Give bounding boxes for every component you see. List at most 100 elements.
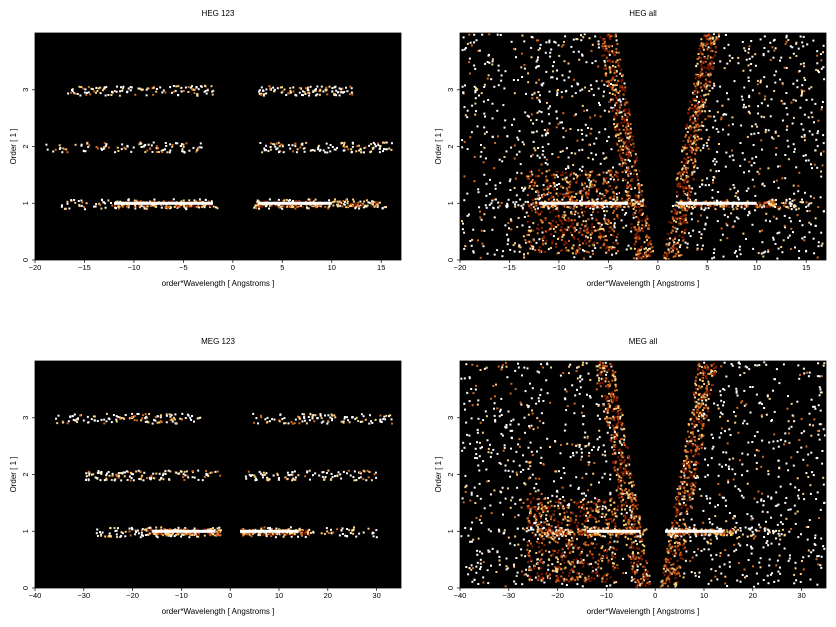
count-pixel [121,143,124,146]
count-pixel [632,199,635,201]
count-pixel [72,418,75,421]
chart-title: MEG 123 [201,337,235,346]
count-pixel [98,471,101,474]
count-pixel [268,478,271,481]
count-pixel [692,162,694,164]
count-pixel [182,204,185,207]
count-pixel [708,184,710,187]
count-pixel [298,204,300,207]
count-pixel [262,89,265,92]
count-pixel [696,129,699,132]
count-pixel [696,107,699,110]
count-pixel [240,528,243,531]
count-pixel [117,476,120,479]
count-pixel [575,38,578,41]
count-pixel [624,108,627,111]
count-pixel [604,189,607,192]
count-pixel [483,126,486,129]
count-pixel [143,528,146,531]
count-pixel [689,107,692,110]
count-pixel [637,223,639,226]
count-pixel [698,137,700,140]
count-pixel [790,208,793,211]
count-pixel [140,476,143,479]
count-pixel [525,92,527,95]
count-pixel [774,131,777,134]
count-pixel [573,226,576,229]
count-pixel [74,419,77,422]
count-pixel [798,257,801,260]
count-pixel [258,90,261,93]
count-pixel [605,247,608,250]
count-pixel [162,478,165,481]
count-pixel [301,413,304,416]
count-pixel [609,206,612,209]
count-pixel [736,537,739,540]
count-pixel [116,536,119,539]
count-pixel [169,143,172,146]
count-pixel [522,235,525,238]
count-pixel [644,205,647,208]
count-pixel [185,205,188,208]
count-pixel [639,249,641,252]
count-pixel [88,474,91,477]
count-pixel [799,373,801,376]
count-pixel [581,233,584,236]
count-pixel [518,150,521,153]
count-pixel [699,44,702,47]
count-pixel [694,140,697,143]
count-pixel [535,175,538,178]
count-pixel [700,57,703,60]
count-pixel [283,205,286,208]
count-pixel [629,172,632,175]
count-pixel [536,232,539,235]
count-pixel [531,247,534,250]
count-pixel [319,414,322,417]
count-pixel [697,80,700,83]
count-pixel [269,88,272,91]
count-pixel [299,146,302,149]
count-pixel [618,451,621,454]
count-pixel [700,233,703,236]
count-pixel [549,222,552,225]
count-pixel [541,240,544,243]
count-pixel [130,471,133,474]
count-pixel [556,117,559,120]
count-pixel [371,200,374,203]
count-pixel [700,42,703,45]
count-pixel [693,105,696,108]
y-axis-label: Order [ 1 ] [9,456,18,492]
count-pixel [607,45,610,48]
count-pixel [140,200,142,203]
count-pixel [820,59,823,62]
count-pixel [502,104,505,107]
count-pixel [627,151,630,154]
count-pixel [684,219,687,221]
count-pixel [645,236,648,239]
count-pixel [728,155,731,158]
count-pixel [533,182,536,184]
count-pixel [87,91,90,94]
count-pixel [700,237,703,239]
count-pixel [296,206,299,208]
count-pixel [298,417,301,420]
count-pixel [370,143,373,146]
count-pixel [158,421,161,424]
count-pixel [632,149,635,152]
count-pixel [714,119,717,122]
count-pixel [529,229,532,232]
count-pixel [552,196,555,199]
count-pixel [565,176,568,179]
count-pixel [66,202,69,205]
count-pixel [336,91,339,94]
count-pixel [341,533,344,535]
count-pixel [285,94,288,96]
count-pixel [626,166,628,169]
count-pixel [92,473,95,476]
count-pixel [588,186,591,189]
count-pixel [686,246,689,249]
count-pixel [688,198,691,201]
count-pixel [463,199,466,202]
count-pixel [795,166,798,169]
count-pixel [591,205,594,208]
